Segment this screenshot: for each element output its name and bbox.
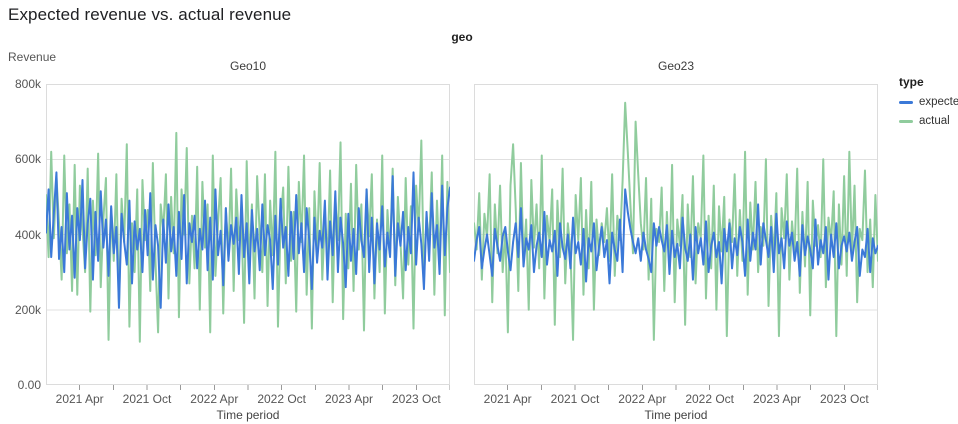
page-title: Expected revenue vs. actual revenue bbox=[8, 5, 292, 24]
x-tick-label: 2022 Oct bbox=[685, 392, 734, 406]
series-line-expected bbox=[46, 171, 450, 309]
facet-plot-geo10: 2021 Apr 2021 Oct 2022 Apr 2022 Oct 2023 Apr… bbox=[46, 84, 450, 422]
series-line-expected bbox=[474, 188, 878, 285]
x-axis-title: Time period bbox=[217, 408, 280, 422]
x-tick-label: 2022 Oct bbox=[257, 392, 306, 406]
y-tick-label: 0.00 bbox=[17, 378, 41, 392]
x-tick-label: 2021 Apr bbox=[484, 392, 532, 406]
legend-swatch-expected bbox=[899, 100, 913, 104]
legend: type expected actual bbox=[899, 75, 958, 134]
y-tick-label: 800k bbox=[14, 77, 41, 91]
facet-group-title: geo bbox=[451, 30, 473, 44]
x-tick-label: 2023 Oct bbox=[820, 392, 869, 406]
y-tick-label: 600k bbox=[14, 152, 41, 167]
y-tick-label: 200k bbox=[14, 302, 41, 317]
x-tick-label: 2023 Oct bbox=[392, 392, 441, 406]
x-tick-label: 2021 Apr bbox=[56, 392, 104, 406]
facet-plot-geo23: 2021 Apr 2021 Oct 2022 Apr 2022 Oct 2023 Apr… bbox=[474, 84, 878, 422]
x-tick-label: 2021 Oct bbox=[123, 392, 172, 406]
x-axis-title: Time period bbox=[645, 408, 708, 422]
x-tick-label: 2022 Apr bbox=[190, 392, 238, 406]
x-tick-label: 2023 Apr bbox=[753, 392, 801, 406]
series-line-actual bbox=[474, 101, 878, 341]
y-axis-title: Revenue bbox=[8, 50, 57, 64]
x-tick-label: 2022 Apr bbox=[618, 392, 666, 406]
y-tick-label: 400k bbox=[14, 227, 41, 242]
facet-title-geo10: Geo10 bbox=[229, 59, 267, 73]
legend-title: type bbox=[899, 75, 924, 89]
x-tick-label: 2021 Oct bbox=[551, 392, 600, 406]
legend-swatch-actual bbox=[899, 119, 913, 123]
legend-label-actual: actual bbox=[919, 115, 950, 127]
x-tick-label: 2023 Apr bbox=[325, 392, 373, 406]
facet-title-geo23: Geo23 bbox=[657, 59, 695, 73]
legend-item-actual: actual bbox=[899, 115, 958, 127]
legend-label-expected: expected bbox=[919, 96, 958, 108]
legend-item-expected: expected bbox=[899, 96, 958, 108]
